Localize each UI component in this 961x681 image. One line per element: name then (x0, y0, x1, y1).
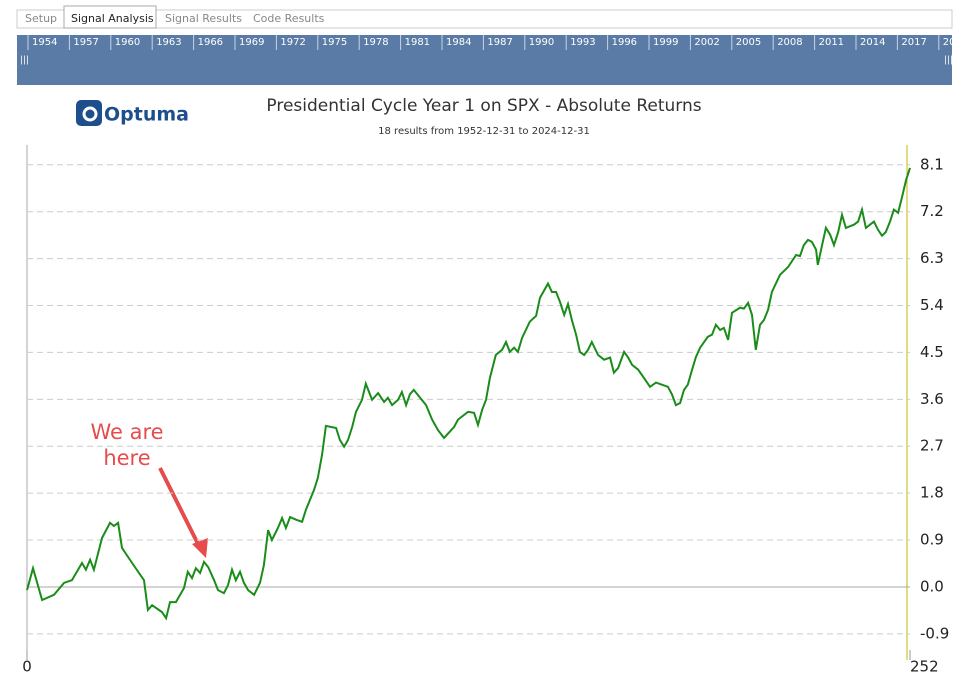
timeline-year: 1969 (239, 37, 264, 48)
x-tick-label: 0 (22, 658, 32, 676)
annotation-arrow (158, 467, 202, 549)
annotation: We are (90, 420, 163, 444)
tab-label[interactable]: Setup (25, 12, 57, 25)
tab-bar (16, 9, 953, 29)
timeline-handle[interactable]: ||| (20, 56, 29, 66)
timeline-year: 1960 (115, 37, 140, 48)
timeline-year: 1996 (612, 37, 637, 48)
timeline-year: 2002 (694, 37, 719, 48)
timeline-year: 20 (943, 37, 956, 48)
timeline (17, 35, 952, 85)
logo-icon (76, 100, 102, 126)
y-tick-label: 3.6 (920, 390, 944, 408)
y-tick-label: 1.8 (920, 484, 944, 502)
y-tick-label: 0.9 (920, 531, 944, 549)
annotation-arrowhead (192, 538, 208, 558)
y-tick-label: -0.9 (920, 624, 949, 642)
timeline-year: 1978 (363, 37, 388, 48)
timeline-year: 2014 (860, 37, 885, 48)
y-tick-label: 5.4 (920, 296, 944, 314)
timeline-year: 1993 (570, 37, 595, 48)
annotation: here (103, 446, 150, 470)
timeline-year: 2017 (901, 37, 926, 48)
tab-label[interactable]: Signal Results (165, 12, 242, 25)
timeline-year: 1990 (529, 37, 554, 48)
y-tick-label: 8.1 (920, 155, 944, 173)
logo-text: Optuma (104, 104, 189, 126)
logo-icon-ring (82, 106, 98, 122)
timeline-year: 1954 (32, 37, 57, 48)
x-tick-label: 252 (910, 658, 939, 676)
series-line (26, 167, 911, 621)
tab-label[interactable]: Code Results (253, 12, 325, 25)
y-tick-label: 7.2 (920, 202, 944, 220)
chart-subtitle: 18 results from 1952-12-31 to 2024-12-31 (378, 126, 590, 137)
timeline-year: 1957 (73, 37, 98, 48)
timeline-year: 1981 (405, 37, 430, 48)
y-tick-label: 2.7 (920, 437, 944, 455)
tab-label[interactable]: Signal Analysis (71, 12, 154, 25)
timeline-year: 2005 (736, 37, 761, 48)
timeline-year: 2008 (777, 37, 802, 48)
timeline-year: 1984 (446, 37, 471, 48)
timeline-year: 1975 (322, 37, 347, 48)
chart-title: Presidential Cycle Year 1 on SPX - Absol… (266, 96, 701, 116)
timeline-handle[interactable]: ||| (944, 56, 953, 66)
logo: Optuma (76, 100, 189, 126)
y-tick-label: 6.3 (920, 249, 944, 267)
y-tick-label: 4.5 (920, 343, 944, 361)
timeline-year: 1999 (653, 37, 678, 48)
timeline-years: 1954 1957 1960 1963 1966 1969 1972 1975 1978 1981… (27, 35, 956, 50)
timeline-year: 1963 (156, 37, 181, 48)
timeline-year: 1987 (487, 37, 512, 48)
timeline-year: 1966 (198, 37, 223, 48)
y-tick-label: 0.0 (920, 577, 944, 595)
timeline-year: 1972 (280, 37, 305, 48)
timeline-year: 2011 (819, 37, 844, 48)
tab[interactable] (63, 5, 157, 29)
